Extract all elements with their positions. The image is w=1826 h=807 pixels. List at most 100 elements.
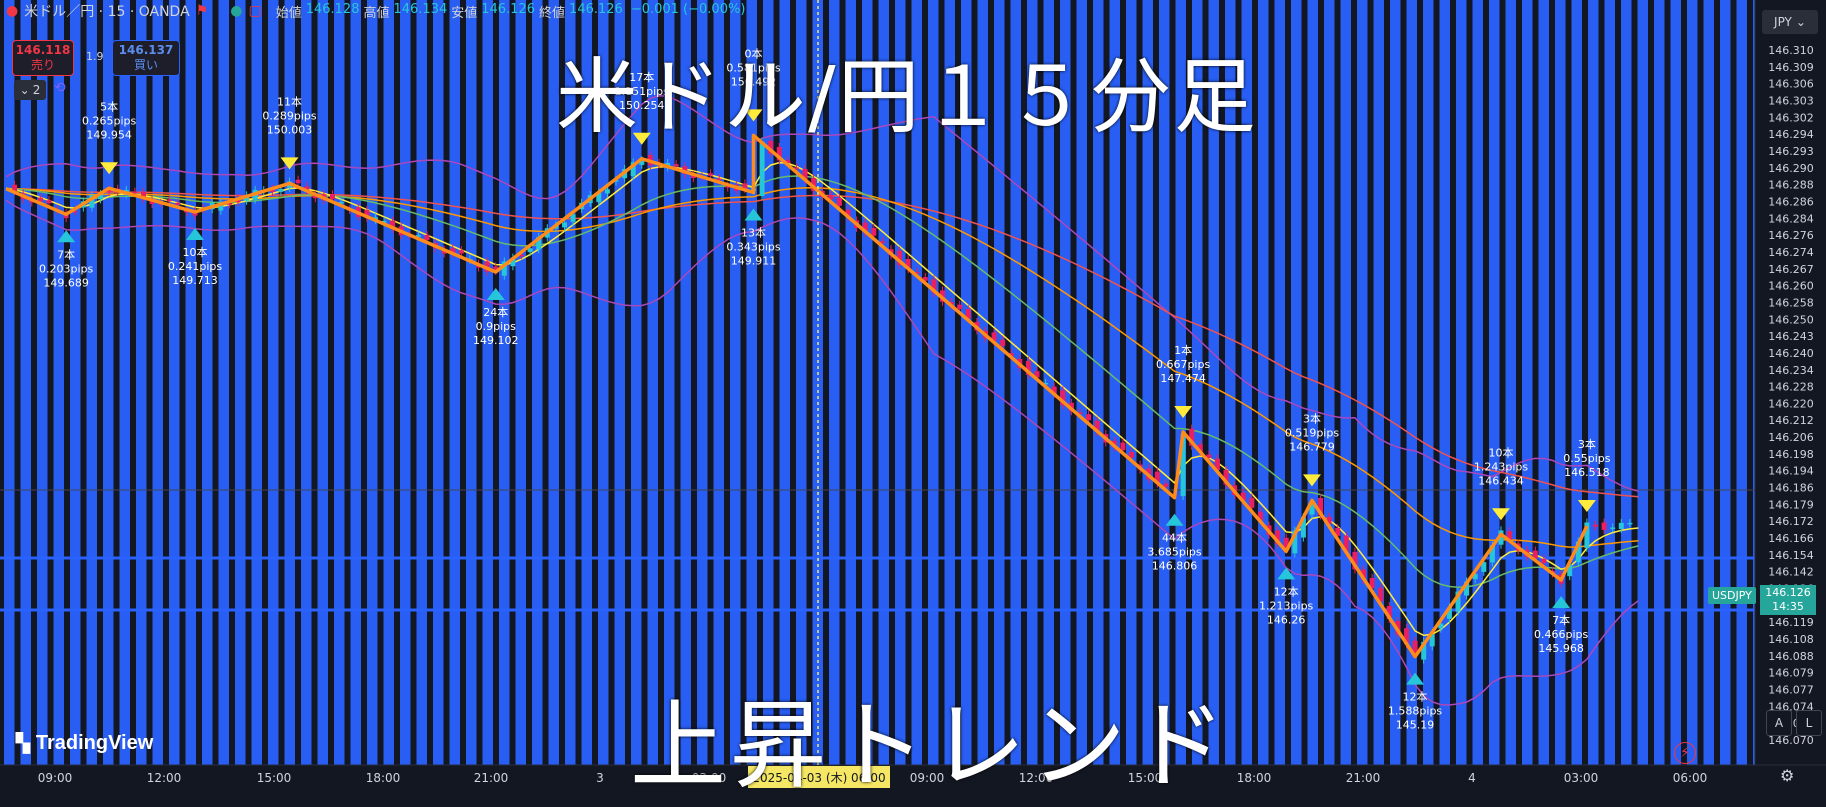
pivot-label: 149.102 (473, 334, 519, 347)
price-tick-label: 146.284 (1768, 212, 1814, 225)
eye-icon[interactable]: ● (230, 3, 243, 19)
candle (1446, 607, 1452, 619)
candle (89, 195, 95, 208)
price-tick-label: 146.166 (1768, 532, 1814, 545)
sell-label: 売り (30, 58, 55, 72)
background-stripe (1489, 0, 1500, 765)
time-axis-background (0, 765, 1826, 801)
auto-scale-button[interactable]: A (1766, 710, 1792, 736)
buy-button[interactable]: 146.137 買い (112, 40, 180, 76)
candle (1318, 498, 1324, 516)
tradingview-logo[interactable]: ▚ TradingView (16, 732, 153, 755)
buy-label: 買い (133, 58, 158, 72)
background-stripe (1175, 0, 1186, 765)
settings-icon[interactable]: ⚙ (1780, 766, 1795, 785)
background-stripe (1522, 0, 1533, 765)
candle (312, 194, 318, 199)
candle (776, 147, 782, 161)
log-scale-button[interactable]: L (1796, 710, 1822, 736)
pivot-label: 0.581pips (726, 61, 781, 74)
pivot-label: 17本 (629, 70, 654, 84)
lightning-icon[interactable]: ⚡ (1674, 742, 1696, 764)
background-stripe (664, 0, 675, 765)
flag-icon[interactable]: ⚑ (195, 3, 209, 19)
background-stripe (1423, 0, 1434, 765)
candle (1034, 371, 1040, 378)
ohlc-low-label: 安値 (451, 5, 478, 21)
symbol-price-label: USDJPY (1708, 587, 1756, 604)
delete-icon[interactable]: ▢ (248, 3, 262, 19)
pivot-label: 149.911 (731, 254, 777, 267)
ohlc-high-label: 高値 (363, 5, 390, 21)
background-stripe (1637, 0, 1648, 765)
last-price-badge: 146.126 14:35 (1760, 585, 1816, 615)
background-stripe (944, 0, 955, 765)
candle (46, 200, 52, 204)
candle (1404, 628, 1409, 645)
candle (519, 254, 524, 257)
background-stripe (1390, 0, 1401, 765)
sell-button[interactable]: 146.118 売り (12, 40, 74, 76)
candle (372, 217, 378, 220)
last-price: 146.126 (1765, 586, 1811, 599)
price-tick-label: 146.258 (1768, 296, 1814, 309)
pivot-label: 149.954 (86, 128, 132, 141)
background-stripe (1291, 0, 1302, 765)
background-stripe (713, 0, 724, 765)
pivot-label: 0本 (744, 46, 762, 60)
overlay-title: 米ドル/円１５分足 (556, 50, 1258, 145)
candle (1618, 522, 1624, 529)
pivot-label: 146.434 (1478, 474, 1524, 487)
crosshair-date-label: 2025-04-03 (木) 06:00 (752, 771, 885, 785)
candle (1094, 420, 1100, 432)
candle (690, 174, 696, 178)
candle (1154, 471, 1160, 484)
background-stripe (730, 0, 741, 765)
background-stripe (631, 0, 642, 765)
price-tick-label: 146.194 (1768, 465, 1814, 478)
background-stripe (532, 0, 543, 765)
pivot-low-marker (1406, 672, 1425, 685)
overlay-subtitle: 上昇トレンド (630, 690, 1230, 802)
candle (716, 178, 722, 181)
price-tick-label: 146.293 (1768, 145, 1814, 158)
background-stripe (1357, 0, 1368, 765)
pivot-label: 145.968 (1538, 642, 1584, 655)
currency-selector[interactable]: JPY ⌄ (1762, 10, 1818, 34)
background-stripe (1571, 0, 1582, 765)
pivot-high-marker (744, 109, 763, 122)
pivot-low-marker (57, 230, 76, 243)
pivot-label: 1本 (1174, 343, 1192, 357)
pivot-low-marker (186, 227, 205, 240)
spread-value: 1.9 (86, 50, 104, 63)
candle (37, 197, 43, 202)
candle (811, 178, 817, 191)
symbol-title[interactable]: 米ドル／円 · 15 · OANDA (24, 4, 190, 20)
background-stripe (1274, 0, 1285, 765)
candle (1498, 530, 1504, 545)
background-stripe (565, 0, 576, 765)
sync-icon[interactable]: ⟲ (54, 80, 66, 96)
candle (1421, 641, 1427, 660)
bollinger-lower-line (5, 199, 1639, 706)
candle (1257, 511, 1263, 521)
background-stripe (136, 0, 147, 765)
price-tick-label: 146.172 (1768, 515, 1814, 528)
pivot-label: 150.003 (267, 123, 313, 136)
price-tick-label: 146.220 (1768, 397, 1814, 410)
candle (424, 234, 430, 240)
candle (1309, 504, 1315, 515)
pivot-label: 1.213pips (1259, 599, 1314, 612)
background-stripe (1307, 0, 1318, 765)
time-tick-label: 18:00 (1237, 771, 1272, 785)
candle (1567, 564, 1573, 577)
candle (1120, 442, 1126, 451)
background-stripe (1027, 0, 1038, 765)
background-stripe (1505, 0, 1516, 765)
candle (1206, 454, 1212, 458)
candle (1584, 522, 1590, 548)
indicators-toggle[interactable]: ⌄ 2 (14, 80, 46, 100)
candle (1593, 524, 1598, 527)
candle (673, 164, 679, 167)
